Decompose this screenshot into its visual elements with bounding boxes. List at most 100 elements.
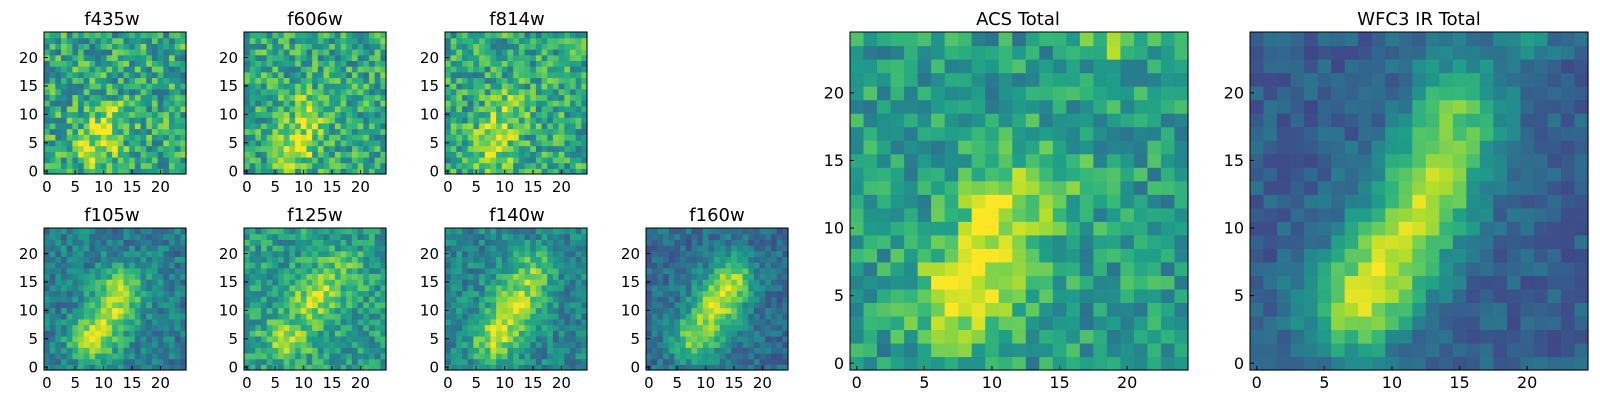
heatmap-cell [380,111,387,118]
heatmap-cell [759,290,766,297]
heatmap-cell [49,151,56,158]
heatmap-cell [123,307,130,314]
heatmap-cell [306,111,313,118]
heatmap-cell [306,145,313,152]
y-tick-label: 0 [28,162,38,180]
heatmap-cell [535,156,543,164]
heatmap-cell [323,162,330,169]
heatmap-cell [736,245,744,252]
heatmap-cell [507,279,514,286]
heatmap-cell [363,352,370,360]
heatmap-cell [564,279,571,286]
heatmap-cell [450,77,457,84]
heatmap-cell [450,250,457,257]
heatmap-cell [456,83,463,90]
heatmap-cell [357,134,364,141]
heatmap-cell [329,66,336,73]
heatmap-cell [340,77,347,84]
heatmap-cell [547,156,554,164]
heatmap-cell [317,262,325,269]
heatmap-cell [753,364,761,371]
heatmap-cell [117,122,125,130]
heatmap-cell [368,313,376,320]
heatmap-cell [174,352,181,360]
heatmap-cell [863,126,878,141]
heatmap-cell [363,228,370,235]
heatmap-cell [100,318,108,326]
heatmap-cell [558,352,565,360]
heatmap-cell [266,100,273,107]
heatmap-cell [346,151,353,158]
heatmap-cell [530,66,537,73]
heatmap-cell [174,307,181,314]
heatmap-cell [680,267,687,275]
heatmap-cell [295,330,302,337]
heatmap-cell [657,358,664,365]
heatmap-cell [249,347,256,354]
heatmap-cell [490,117,497,124]
heatmap-cell [157,358,164,365]
heatmap-cell [163,145,170,152]
heatmap-cell [323,37,330,44]
heatmap-cell [467,284,474,292]
heatmap-cell [180,296,187,303]
heatmap-cell [374,239,381,246]
heatmap-cell [731,301,738,309]
heatmap-cell [547,60,554,67]
heatmap-cell [174,43,181,50]
heatmap-cell [180,156,187,164]
heatmap-cell [266,156,273,164]
heatmap-cell [1147,302,1162,317]
heatmap-cell [78,347,85,354]
heatmap-cell [49,290,56,297]
heatmap-cell [651,290,658,297]
heatmap-cell [674,245,681,252]
heatmap-cell [244,66,251,73]
heatmap-cell [329,156,336,164]
heatmap-cell [117,168,125,175]
heatmap-cell [123,168,130,175]
heatmap-cell [473,335,480,343]
heatmap-cell [467,49,474,56]
heatmap-cell [140,77,147,84]
heatmap-cell [668,352,675,360]
heatmap-cell [363,256,370,263]
heatmap-cell [552,307,560,314]
heatmap-cell [157,83,164,90]
heatmap-cell [146,233,153,240]
heatmap-cell [340,71,347,79]
heatmap-cell [134,318,142,326]
heatmap-cell [1093,261,1108,276]
heatmap-cell [450,60,457,67]
heatmap-cell [78,71,85,79]
heatmap-cell [473,233,480,240]
heatmap-cell [289,233,296,240]
heatmap-cell [496,111,503,118]
heatmap-cell [95,134,102,141]
heatmap-cell [445,228,452,235]
heatmap-cell [163,256,170,263]
heatmap-cell [278,352,285,360]
heatmap-cell [680,290,687,297]
heatmap-cell [985,302,1000,317]
heatmap-cell [490,279,497,286]
heatmap-cell [340,100,347,107]
heatmap-cell [462,364,469,371]
heatmap-cell [931,126,946,141]
heatmap-cell [300,128,308,135]
heatmap-cell [146,267,153,275]
heatmap-cell [72,105,79,113]
heatmap-cell [89,66,96,73]
heatmap-cell [72,267,79,275]
heatmap-cell [151,267,159,275]
heatmap-cell [863,329,878,344]
heatmap-cell [1012,248,1027,263]
heatmap-cell [272,77,279,84]
heatmap-cell [496,364,503,371]
heatmap-cell [117,301,125,309]
heatmap-cell [66,307,73,314]
heatmap-cell [1147,248,1162,263]
heatmap-cell [72,318,79,326]
heatmap-cell [507,100,514,107]
